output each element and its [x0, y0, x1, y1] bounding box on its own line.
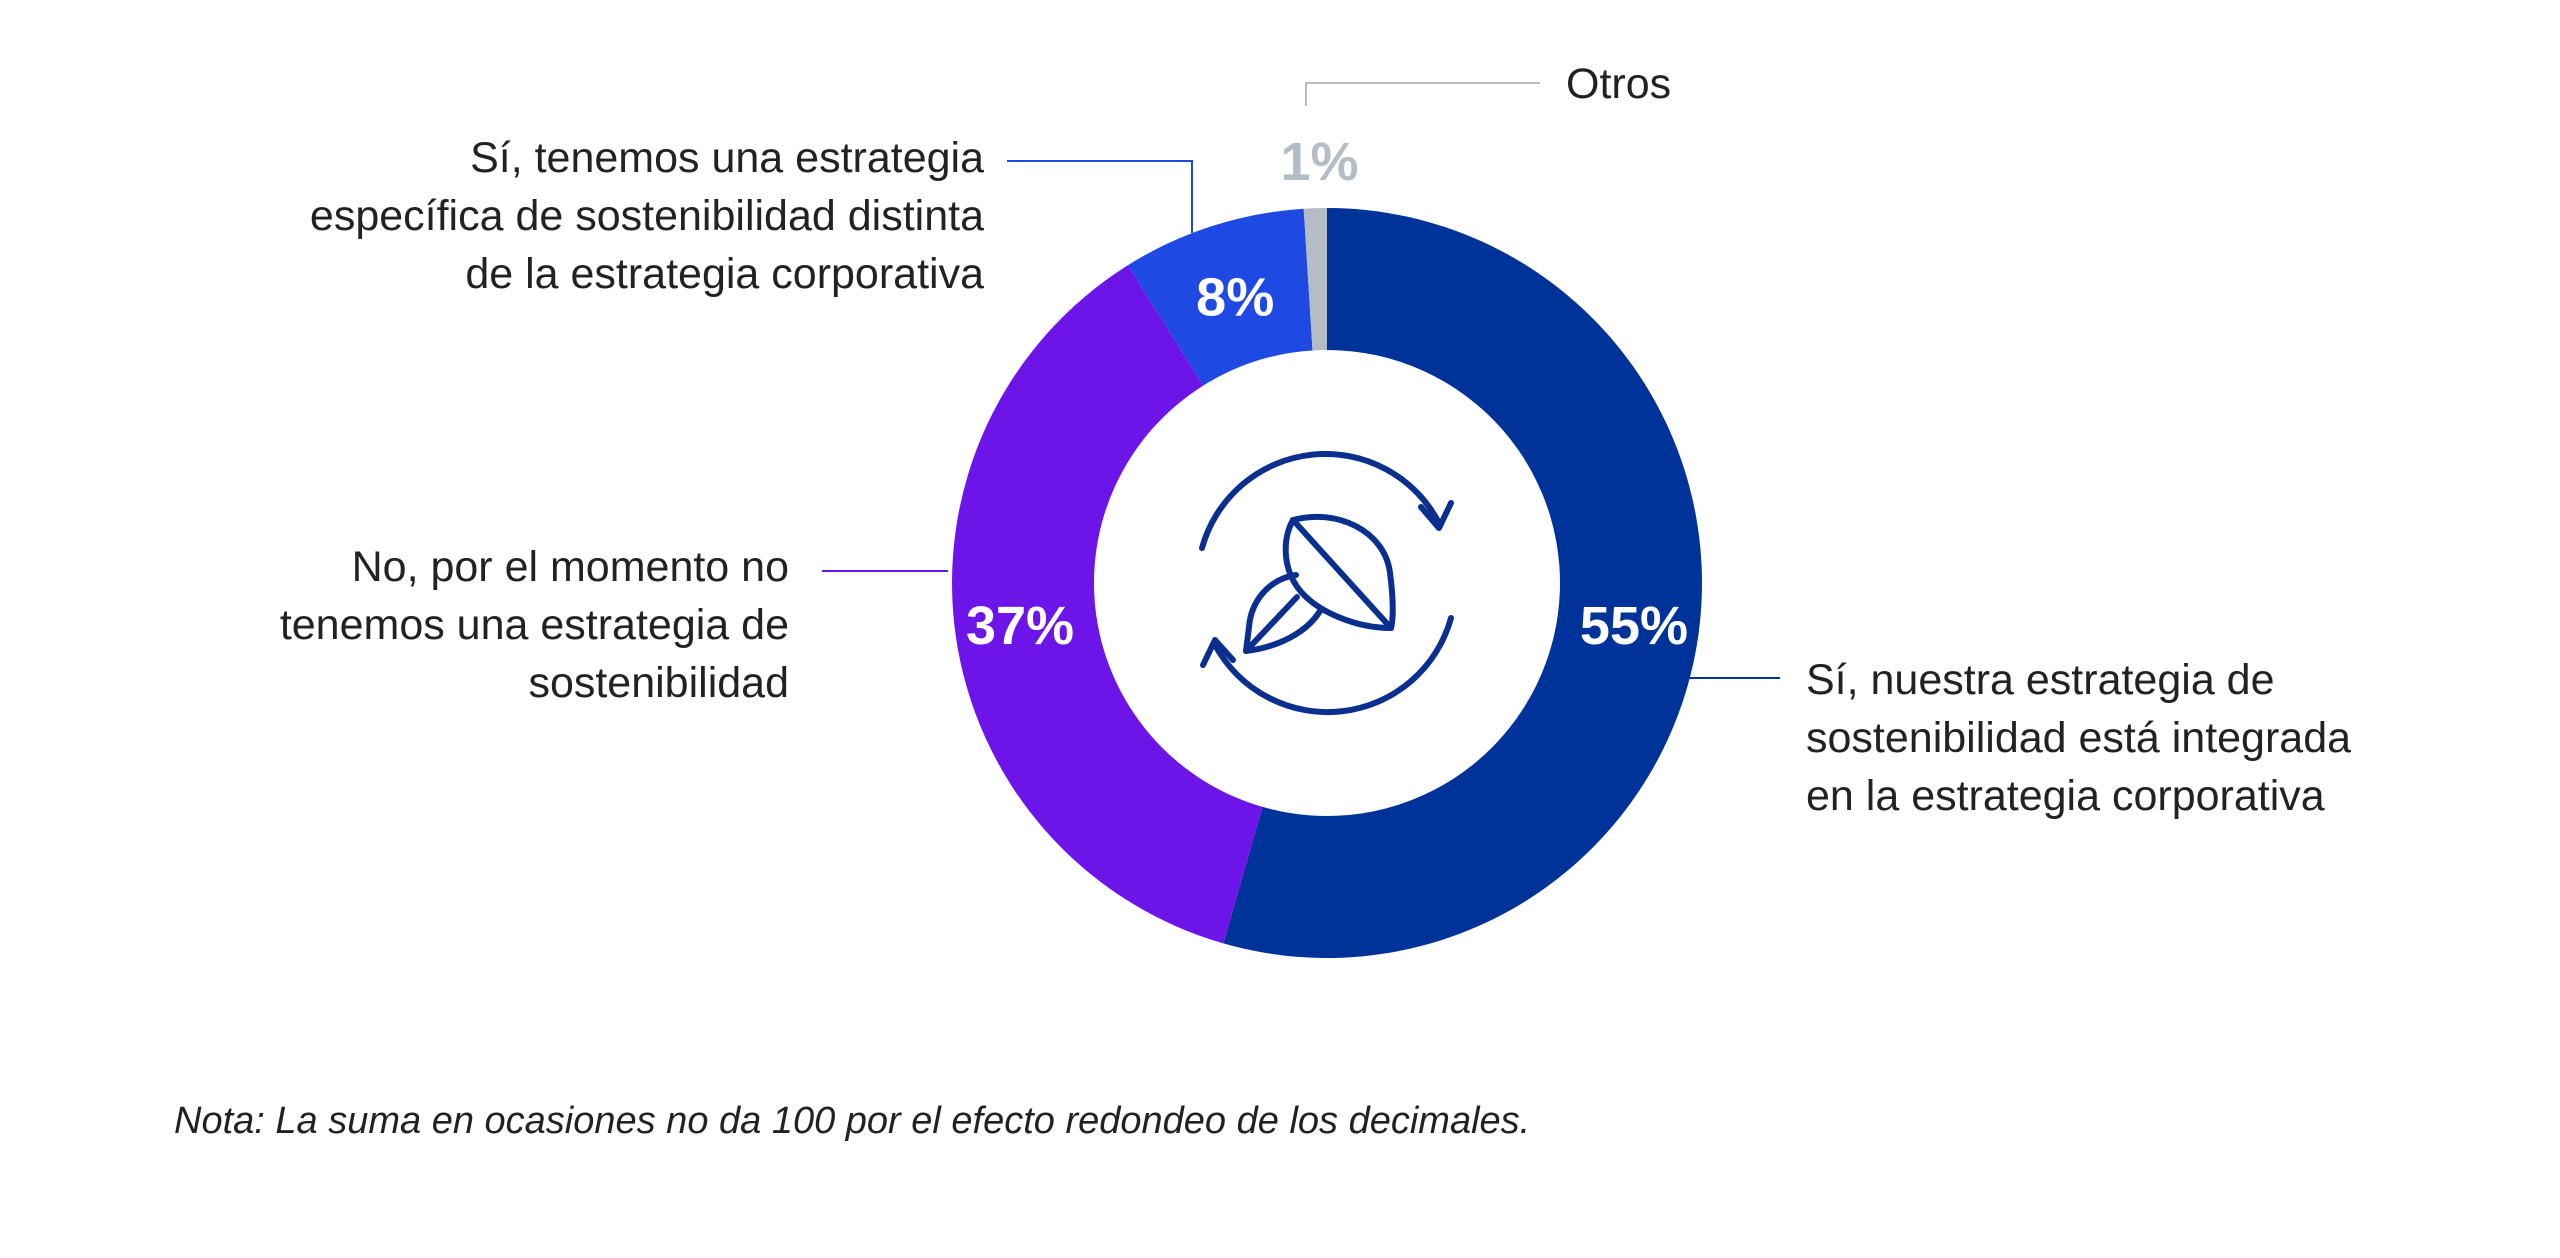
category-label-no-strategy: No, por el momento no tenemos una estrat… — [280, 538, 789, 712]
percent-label-otros: 1% — [1281, 132, 1359, 192]
category-label-otros: Otros — [1566, 55, 1671, 113]
label-line: No, por el momento no — [351, 543, 789, 591]
percent-label-integrated: 55% — [1580, 596, 1688, 656]
leader-line-otros — [1305, 82, 1540, 106]
label-line: Sí, nuestra estrategia de — [1806, 656, 2275, 704]
donut-slices — [952, 208, 1703, 958]
label-line: Sí, tenemos una estrategia — [470, 134, 984, 182]
donut-slice-no-strategy — [952, 265, 1263, 944]
percent-label-specific-strategy: 8% — [1196, 267, 1274, 327]
percent-labels: 55% 37% 8% 1% — [966, 132, 1688, 656]
label-line: sostenibilidad — [528, 659, 789, 707]
category-label-integrated: Sí, nuestra estrategia de sostenibilidad… — [1806, 651, 2351, 825]
label-line: Otros — [1566, 60, 1672, 108]
donut-slice-specific-strategy — [1127, 208, 1313, 386]
leader-lines — [822, 82, 1780, 679]
leader-line-specific-strategy — [1007, 160, 1193, 233]
label-line: sostenibilidad está integrada — [1806, 714, 2352, 762]
leaf-cycle-icon — [1199, 450, 1454, 716]
footnote: Nota: La suma en ocasiones no da 100 por… — [174, 1100, 1531, 1142]
label-line: en la estrategia corporativa — [1806, 772, 2325, 820]
category-label-specific-strategy: Sí, tenemos una estrategia específica de… — [310, 129, 984, 303]
donut-slice-integrated — [1223, 208, 1703, 958]
donut-slice-otros — [1303, 208, 1327, 351]
percent-label-no-strategy: 37% — [966, 596, 1074, 656]
label-line: tenemos una estrategia de — [279, 601, 789, 649]
label-line: de la estrategia corporativa — [465, 250, 984, 298]
label-line: específica de sostenibilidad distinta — [309, 192, 984, 240]
